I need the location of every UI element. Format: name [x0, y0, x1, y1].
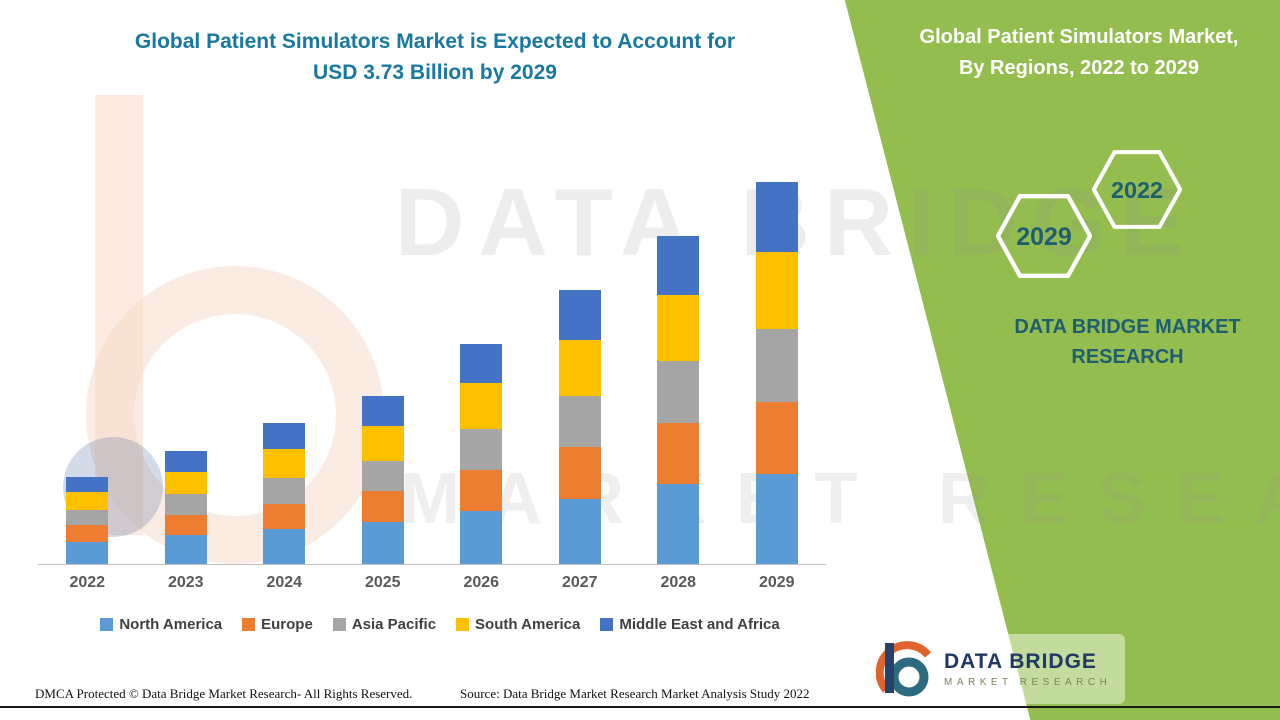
bar-2026 [460, 343, 503, 564]
bar-segment-south-america [66, 492, 109, 510]
bar-segment-europe [657, 422, 700, 485]
bar-segment-north-america [263, 529, 306, 564]
bar-segment-north-america [657, 484, 700, 564]
company-logo-name: DATA BRIDGE [944, 650, 1097, 673]
bar-segment-middle-east-and-africa [657, 236, 700, 295]
bar-segment-asia-pacific [657, 361, 700, 423]
bar-segment-south-america [361, 425, 404, 461]
bar-2023 [164, 451, 207, 564]
bar-segment-middle-east-and-africa [755, 182, 798, 252]
chart-title: Global Patient Simulators Market is Expe… [85, 26, 785, 88]
bar-segment-north-america [361, 522, 404, 564]
legend-item-south-america: South America [456, 616, 580, 633]
bar-2022 [66, 476, 109, 564]
x-axis-label-2027: 2027 [561, 574, 598, 591]
legend-item-europe: Europe [242, 616, 313, 633]
bar-segment-north-america [66, 541, 109, 564]
bar-segment-europe [164, 514, 207, 536]
bar-segment-asia-pacific [755, 328, 798, 403]
hexagon-2029-label: 2029 [1016, 223, 1072, 251]
legend-label: Middle East and Africa [619, 616, 780, 633]
bar-2028 [657, 236, 700, 564]
legend-item-asia-pacific: Asia Pacific [332, 616, 437, 633]
bar-segment-asia-pacific [263, 478, 306, 504]
x-axis-label-2024: 2024 [266, 574, 303, 591]
bar-segment-middle-east-and-africa [361, 396, 404, 426]
brand-text-line2: RESEARCH [1071, 346, 1184, 368]
bar-segment-asia-pacific [460, 428, 503, 470]
footer-divider-line [0, 706, 1280, 708]
bar-segment-north-america [558, 498, 601, 564]
side-panel-title: Global Patient Simulators Market, By Reg… [890, 22, 1268, 84]
company-logo-block: DATA BRIDGE MARKET RESEARCH [868, 634, 1126, 704]
bar-segment-south-america [755, 251, 798, 329]
brand-text-line1: DATA BRIDGE MARKET [1014, 316, 1241, 338]
bar-segment-south-america [558, 339, 601, 397]
bar-segment-europe [66, 525, 109, 542]
bar-segment-north-america [460, 510, 503, 564]
footer-dmca-text: DMCA Protected © Data Bridge Market Rese… [35, 686, 413, 701]
side-panel-title-line2: By Regions, 2022 to 2029 [958, 57, 1200, 79]
hexagon-2022: 2022 [1092, 150, 1182, 229]
legend-label: Europe [261, 616, 313, 633]
legend-label: South America [475, 616, 581, 633]
legend-item-middle-east-and-africa: Middle East and Africa [600, 616, 780, 633]
x-axis-label-2023: 2023 [167, 574, 204, 591]
legend-label: Asia Pacific [351, 616, 437, 633]
hexagon-2022-label: 2022 [1111, 177, 1163, 203]
x-axis-label-2025: 2025 [364, 574, 401, 591]
bar-segment-south-america [263, 449, 306, 479]
bar-segment-south-america [657, 294, 700, 362]
bar-segment-europe [361, 491, 404, 522]
legend-swatch [100, 618, 114, 631]
company-logo-subtitle: MARKET RESEARCH [944, 677, 1112, 688]
bar-segment-middle-east-and-africa [460, 343, 503, 383]
bar-segment-middle-east-and-africa [66, 476, 109, 493]
side-panel-title-line1: Global Patient Simulators Market, [919, 26, 1239, 48]
legend-swatch [600, 618, 614, 631]
bar-segment-europe [755, 402, 798, 474]
x-axis-label-2022: 2022 [69, 574, 106, 591]
bar-chart-plot [38, 168, 826, 565]
bar-segment-middle-east-and-africa [263, 422, 306, 450]
bar-segment-south-america [460, 382, 503, 429]
legend-label: North America [119, 616, 223, 633]
bar-2027 [558, 289, 601, 564]
chart-title-line2: USD 3.73 Billion by 2029 [313, 61, 557, 84]
bar-segment-north-america [164, 535, 207, 564]
watermark-text-line2: MARKET RESEARCH [400, 459, 1280, 539]
legend-swatch [456, 618, 470, 631]
bar-segment-asia-pacific [361, 460, 404, 492]
bar-segment-north-america [755, 473, 798, 564]
chart-legend: North America Europe Asia Pacific South Ame… [45, 616, 835, 633]
legend-swatch [332, 618, 346, 631]
bar-segment-south-america [164, 471, 207, 495]
x-axis-label-2028: 2028 [660, 574, 697, 591]
brand-text: DATA BRIDGE MARKET RESEARCH [1000, 312, 1255, 372]
bar-2024 [263, 422, 306, 564]
bar-segment-europe [263, 503, 306, 530]
bar-segment-asia-pacific [558, 396, 601, 448]
x-axis-labels: 2022 2023 2024 2025 2026 2027 2028 2029 [38, 574, 826, 592]
bar-2025 [361, 396, 404, 564]
chart-title-line1: Global Patient Simulators Market is Expe… [134, 30, 736, 53]
bar-2029 [755, 182, 798, 564]
legend-swatch [242, 618, 256, 631]
bar-segment-europe [558, 447, 601, 499]
x-axis-label-2029: 2029 [758, 574, 795, 591]
bar-segment-europe [460, 469, 503, 511]
legend-item-north-america: North America [100, 616, 222, 633]
x-axis-label-2026: 2026 [463, 574, 500, 591]
bar-segment-middle-east-and-africa [164, 451, 207, 472]
hexagon-2029: 2029 [996, 194, 1092, 278]
bar-segment-middle-east-and-africa [558, 289, 601, 340]
bar-segment-asia-pacific [164, 494, 207, 515]
footer-source-text: Source: Data Bridge Market Research Mark… [460, 686, 810, 701]
company-logo-icon [876, 641, 932, 697]
bar-segment-asia-pacific [66, 509, 109, 526]
